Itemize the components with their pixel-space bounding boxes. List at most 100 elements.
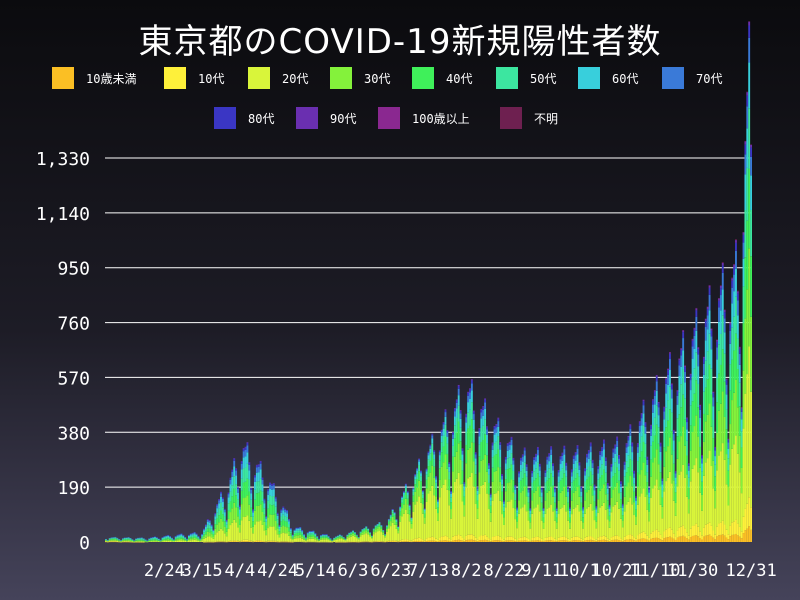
bar-segment — [672, 463, 675, 481]
bar-segment — [695, 310, 698, 317]
bar-segment — [550, 536, 553, 541]
bar-segment — [425, 474, 428, 480]
bar-segment — [708, 287, 711, 295]
bar-segment — [495, 535, 498, 541]
bar-segment — [231, 508, 234, 523]
bar-segment — [736, 338, 739, 370]
bar-segment — [429, 490, 432, 538]
bar-segment — [518, 471, 520, 474]
bar-segment — [463, 539, 466, 542]
bar-segment — [254, 489, 256, 500]
bar-segment — [672, 450, 675, 464]
bar-segment — [238, 518, 241, 525]
bar-segment — [403, 539, 405, 542]
bar-segment — [750, 175, 752, 210]
bar-segment — [672, 480, 675, 501]
bar-segment — [540, 489, 543, 493]
bar-segment — [223, 509, 226, 510]
bar-segment — [535, 478, 537, 491]
bar-segment — [201, 537, 204, 539]
bar-segment — [169, 538, 172, 540]
bar-segment — [110, 539, 113, 541]
bar-segment — [527, 492, 530, 497]
bar-segment — [259, 461, 262, 464]
bar-segment — [525, 496, 528, 512]
bar-segment — [652, 441, 654, 463]
bar-segment — [480, 412, 483, 419]
bar-segment — [565, 485, 568, 497]
bar-segment — [131, 541, 134, 542]
bar-segment — [723, 417, 726, 460]
bar-segment — [220, 496, 222, 503]
bar-segment — [127, 540, 130, 542]
bar-segment — [216, 532, 219, 542]
bar-segment — [261, 540, 264, 542]
bar-segment — [440, 487, 443, 537]
bar-segment — [410, 518, 413, 520]
bar-segment — [436, 520, 439, 540]
bar-segment — [525, 466, 528, 471]
bar-segment — [512, 508, 515, 538]
bar-segment — [652, 412, 654, 425]
bar-segment — [387, 524, 390, 529]
bar-segment — [125, 539, 128, 541]
legend-swatch — [52, 67, 74, 89]
bar-segment — [548, 456, 551, 462]
bar-segment — [491, 500, 494, 537]
bar-segment — [276, 515, 279, 520]
bar-segment — [523, 455, 526, 463]
bar-segment — [655, 405, 658, 425]
bar-segment — [508, 441, 511, 443]
bar-segment — [563, 473, 566, 487]
bar-segment — [408, 510, 411, 515]
bar-segment — [484, 534, 487, 540]
bar-segment — [131, 539, 134, 541]
bar-segment — [280, 512, 283, 517]
bar-segment — [629, 497, 632, 535]
bar-segment — [306, 534, 309, 536]
bar-segment — [582, 522, 585, 529]
bar-segment — [225, 528, 228, 532]
bar-segment — [221, 541, 224, 542]
bar-segment — [450, 497, 453, 503]
bar-segment — [572, 480, 575, 493]
bar-segment — [261, 479, 264, 485]
bar-segment — [289, 535, 292, 539]
bar-segment — [412, 501, 415, 512]
bar-segment — [410, 520, 413, 524]
bar-segment — [733, 274, 736, 292]
bar-segment — [597, 466, 600, 470]
bar-segment — [491, 442, 494, 444]
bar-segment — [178, 536, 181, 538]
bar-segment — [635, 540, 637, 542]
bar-segment — [497, 449, 500, 468]
bar-segment — [567, 502, 570, 511]
bar-segment — [710, 466, 713, 526]
bar-segment — [725, 380, 728, 385]
bar-segment — [152, 539, 155, 541]
bar-segment — [629, 435, 632, 446]
bar-segment — [384, 535, 387, 536]
bar-segment — [699, 446, 702, 468]
bar-segment — [597, 479, 600, 489]
bar-segment — [297, 528, 300, 531]
bar-segment — [503, 503, 505, 507]
bar-segment — [487, 463, 490, 464]
bar-segment — [616, 437, 619, 441]
bar-segment — [570, 490, 573, 501]
bar-segment — [710, 349, 713, 369]
bar-segment — [718, 455, 720, 524]
bar-segment — [237, 489, 239, 493]
bar-segment — [284, 509, 287, 513]
bar-segment — [201, 535, 204, 537]
bar-segment — [706, 351, 709, 380]
bar-segment — [327, 540, 330, 542]
bar-segment — [406, 498, 409, 505]
bar-segment — [718, 344, 720, 374]
bar-segment — [614, 487, 617, 505]
bar-segment — [685, 532, 688, 539]
bar-segment — [657, 403, 660, 408]
bar-segment — [137, 538, 139, 539]
bar-segment — [284, 508, 287, 510]
bar-segment — [602, 457, 605, 470]
